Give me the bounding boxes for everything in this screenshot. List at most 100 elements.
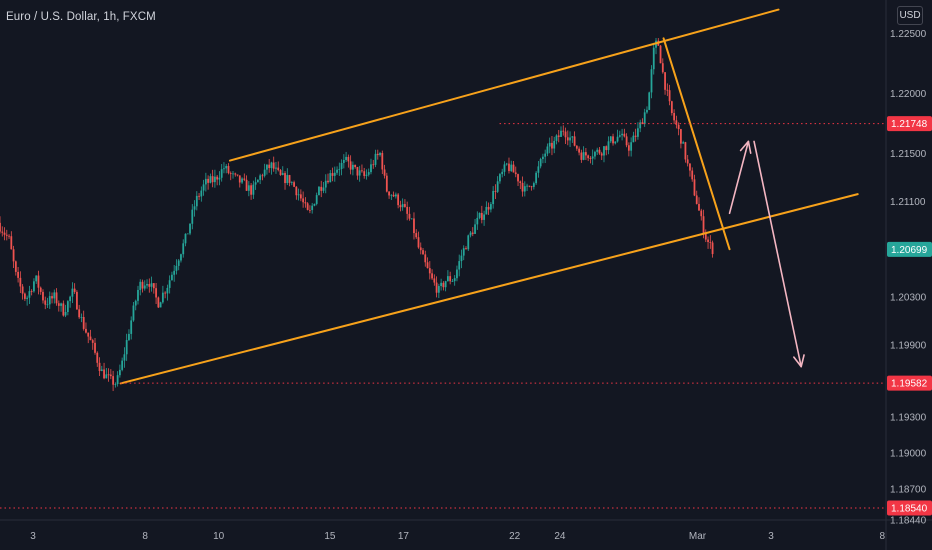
candle-body xyxy=(227,166,230,174)
candle-body xyxy=(245,179,248,191)
candle-body xyxy=(175,265,178,271)
candle-135 xyxy=(304,197,307,208)
candle-body xyxy=(288,175,291,183)
candle-body xyxy=(621,133,623,136)
candle-134 xyxy=(302,191,305,208)
candle-108 xyxy=(243,173,246,182)
candle-body xyxy=(26,297,29,299)
candle-148 xyxy=(333,166,336,182)
candle-85 xyxy=(191,204,194,230)
candle-6 xyxy=(12,245,15,269)
candle-128 xyxy=(288,174,291,187)
candle-59 xyxy=(132,302,135,322)
candle-body xyxy=(698,203,700,211)
candle-49 xyxy=(109,369,112,380)
candle-10 xyxy=(21,284,24,300)
candle-body xyxy=(236,174,239,176)
candle-body xyxy=(71,288,74,297)
candle-298 xyxy=(673,109,676,125)
candle-31 xyxy=(69,295,72,308)
candle-38 xyxy=(85,322,87,334)
candle-114 xyxy=(256,179,259,183)
candle-256 xyxy=(578,146,581,156)
candle-body xyxy=(89,336,92,341)
candle-262 xyxy=(591,149,594,165)
candle-body xyxy=(410,218,413,220)
candle-body xyxy=(376,153,379,156)
candle-body xyxy=(499,174,501,182)
candle-body xyxy=(78,309,81,318)
candle-255 xyxy=(575,145,578,151)
candle-body xyxy=(35,275,38,282)
candle-body xyxy=(469,232,472,236)
candle-8 xyxy=(17,266,19,283)
candle-57 xyxy=(128,329,130,342)
candle-body xyxy=(374,153,377,165)
currency-selector[interactable]: USD xyxy=(897,6,923,25)
candle-296 xyxy=(668,84,671,106)
candle-body xyxy=(471,232,474,234)
candle-224 xyxy=(505,162,508,166)
date-tick-label: 17 xyxy=(398,531,410,542)
candle-44 xyxy=(98,357,101,377)
candle-52 xyxy=(116,371,119,387)
candle-46 xyxy=(103,362,105,380)
drop-trend-line xyxy=(662,37,731,251)
candle-216 xyxy=(487,202,490,215)
candle-body xyxy=(256,179,259,183)
candle-body xyxy=(247,185,250,191)
candle-275 xyxy=(621,128,623,141)
candle-body xyxy=(404,204,406,207)
candle-body xyxy=(675,120,678,125)
candle-body xyxy=(91,340,94,343)
candle-body xyxy=(80,317,83,318)
candle-83 xyxy=(186,233,189,235)
date-tick-label: 3 xyxy=(768,531,774,542)
candle-25 xyxy=(55,288,58,306)
candle-body xyxy=(73,288,76,292)
date-tick-label: 3 xyxy=(30,531,36,542)
candle-186 xyxy=(419,242,422,255)
candle-body xyxy=(207,178,210,183)
candle-187 xyxy=(422,247,424,255)
candle-94 xyxy=(211,169,214,188)
candle-210 xyxy=(474,218,476,235)
candle-313 xyxy=(707,236,709,249)
candle-body xyxy=(132,305,135,321)
candle-body xyxy=(609,136,612,142)
candle-219 xyxy=(494,184,497,199)
candle-143 xyxy=(322,181,325,194)
price-axis[interactable]: 1.22500 1.22000 1.21500 1.21100 1.20300 1.199… xyxy=(885,0,927,550)
candle-body xyxy=(263,169,266,176)
time-axis[interactable]: 3 8 10 15 17 22 24 Mar 3 8 xyxy=(0,519,932,542)
candle-body xyxy=(290,182,293,183)
candle-144 xyxy=(324,174,327,194)
candle-body xyxy=(229,173,232,174)
candle-236 xyxy=(532,181,535,190)
candle-302 xyxy=(682,140,685,144)
candle-231 xyxy=(521,176,524,197)
candle-body xyxy=(594,151,596,157)
price-tick-label: 1.20300 xyxy=(890,293,927,304)
candle-154 xyxy=(347,154,350,168)
candle-17 xyxy=(37,270,40,295)
candle-292 xyxy=(659,44,662,64)
candle-238 xyxy=(537,160,540,178)
candle-166 xyxy=(374,149,377,168)
candle-0 xyxy=(0,216,1,234)
candle-232 xyxy=(523,181,526,197)
candle-body xyxy=(252,184,255,195)
candle-body xyxy=(451,281,454,282)
candle-45 xyxy=(100,365,103,372)
candle-254 xyxy=(573,131,576,147)
candle-164 xyxy=(370,158,372,175)
candle-55 xyxy=(123,347,126,368)
candle-body xyxy=(512,164,515,173)
candle-185 xyxy=(417,231,420,249)
candle-218 xyxy=(492,186,495,209)
candle-body xyxy=(668,90,671,102)
symbol-title[interactable]: Euro / U.S. Dollar, 1h, FXCM xyxy=(6,11,156,23)
candle-91 xyxy=(204,172,207,192)
